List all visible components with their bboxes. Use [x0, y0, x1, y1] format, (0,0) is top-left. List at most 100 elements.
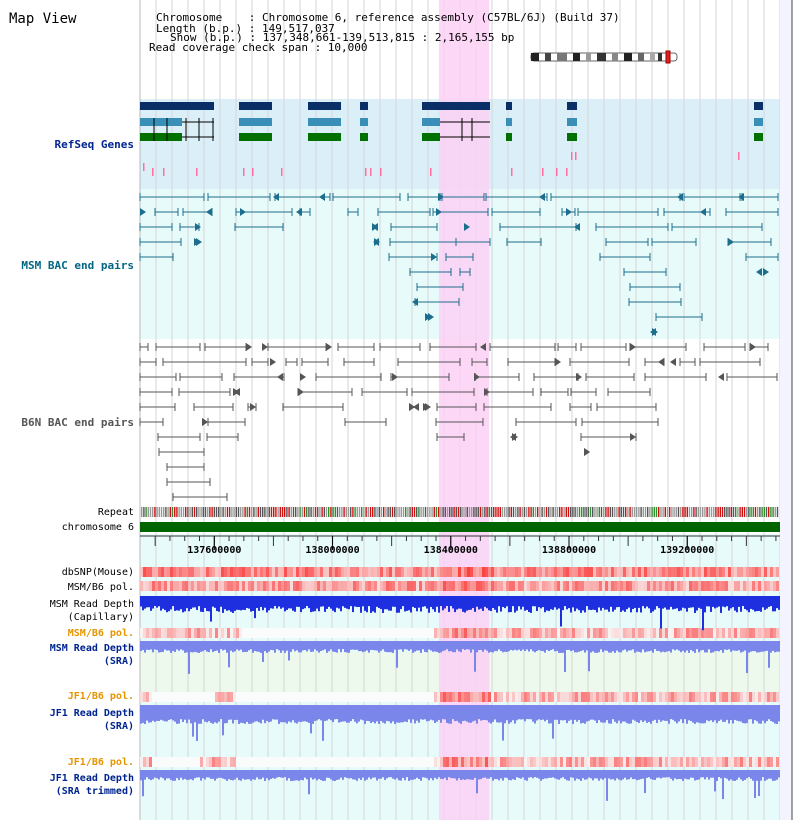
jf1-read-depth-trimmed-bar — [622, 770, 624, 780]
msm-read-depth-sra-bar — [322, 641, 324, 651]
jf1-b6-pol-heat — [221, 692, 224, 702]
msm-b6-pol2-heat — [179, 628, 182, 638]
msm-read-depth-sra-bar — [558, 641, 560, 653]
jf1-b6-pol2-heat — [614, 757, 617, 767]
repeat-mark — [499, 507, 501, 517]
dbsnp-heat — [248, 567, 251, 577]
gene-exon — [506, 133, 512, 141]
jf1-read-depth-sra-bar — [314, 705, 316, 722]
msm-read-depth-sra-bar — [212, 641, 214, 653]
repeat-mark — [286, 507, 288, 517]
jf1-read-depth-trimmed-bar — [636, 770, 638, 781]
jf1-read-depth-sra-bar — [346, 705, 348, 723]
msm-read-depth-sra-bar — [646, 641, 648, 652]
repeat-mark — [189, 507, 191, 517]
dbsnp-heat — [668, 567, 671, 577]
label-msm-read-depth-cap-sub: (Capillary) — [68, 612, 134, 623]
msm-read-depth-capillary-bar — [766, 596, 768, 609]
msm-read-depth-sra-bar — [394, 641, 396, 650]
msm-b6-pol2-heat — [335, 628, 338, 638]
repeat-mark — [475, 507, 477, 517]
jf1-b6-pol2-heat — [608, 757, 611, 767]
msm-read-depth-sra-bar — [264, 641, 266, 652]
msm-read-depth-sra-bar — [746, 641, 748, 674]
msm-read-depth-sra-bar — [298, 641, 300, 653]
jf1-read-depth-trimmed-bar — [448, 770, 450, 778]
jf1-read-depth-trimmed-bar — [710, 770, 712, 778]
tracks — [139, 102, 780, 801]
msm-read-depth-sra-bar — [150, 641, 152, 650]
chromosome-ideogram[interactable] — [530, 50, 678, 64]
msm-b6-pol2-heat — [347, 628, 350, 638]
ruler-tick-label: 137600000 — [187, 545, 241, 556]
msm-read-depth-sra-bar — [346, 641, 348, 653]
jf1-b6-pol-heat — [434, 692, 437, 702]
repeat-mark — [231, 507, 233, 517]
jf1-b6-pol2-heat — [200, 757, 203, 767]
jf1-read-depth-sra-bar — [472, 705, 474, 722]
jf1-b6-pol2-heat — [677, 757, 680, 767]
msm-read-depth-capillary-bar — [146, 596, 148, 608]
jf1-read-depth-sra-bar — [484, 705, 486, 720]
jf1-b6-pol-heat — [311, 692, 314, 702]
jf1-b6-pol2-heat — [398, 757, 401, 767]
msm-b6-pol2-heat — [152, 628, 155, 638]
jf1-b6-pol-heat — [362, 692, 365, 702]
repeat-mark — [317, 507, 319, 517]
b6n-bac-end — [510, 433, 516, 441]
msm-bac-end — [464, 223, 470, 231]
jf1-read-depth-sra-bar — [728, 705, 730, 724]
msm-read-depth-sra-bar — [682, 641, 684, 651]
jf1-b6-pol-heat — [437, 692, 440, 702]
repeat-mark — [592, 507, 594, 517]
msm-read-depth-sra-bar — [704, 641, 706, 653]
repeat-mark — [310, 507, 312, 517]
jf1-read-depth-trimmed-bar — [144, 770, 146, 780]
msm-read-depth-capillary-bar — [572, 596, 574, 608]
dbsnp-heat — [497, 567, 500, 577]
msm-b6-pol2-heat — [218, 628, 221, 638]
msm-b6-pol2-heat — [734, 628, 737, 638]
repeat-mark — [182, 507, 185, 517]
dbsnp-heat — [476, 567, 479, 577]
jf1-read-depth-trimmed-bar — [222, 770, 224, 779]
msm-b6-pol2-heat — [380, 628, 383, 638]
msm-read-depth-capillary-bar — [570, 596, 572, 613]
msm-read-depth-capillary-bar — [198, 596, 200, 607]
msm-read-depth-capillary-bar — [406, 596, 408, 611]
jf1-b6-pol2-heat — [557, 757, 560, 767]
jf1-read-depth-trimmed-bar — [774, 770, 776, 781]
msm-b6-pol2-heat — [662, 628, 665, 638]
jf1-read-depth-sra-bar — [542, 705, 544, 720]
jf1-read-depth-sra-bar — [488, 705, 490, 723]
jf1-read-depth-trimmed-bar — [512, 770, 514, 780]
msm-b6-pol2-heat — [506, 628, 509, 638]
jf1-read-depth-trimmed-bar — [748, 770, 750, 778]
jf1-read-depth-trimmed-bar — [392, 770, 394, 779]
msm-read-depth-capillary-bar — [490, 596, 492, 612]
jf1-read-depth-sra-bar — [656, 705, 658, 724]
jf1-read-depth-trimmed-bar — [454, 770, 456, 779]
msm-b6-pol2-heat — [269, 628, 272, 638]
jf1-read-depth-trimmed-bar — [406, 770, 408, 778]
scrollbar-track[interactable] — [780, 0, 792, 820]
msm-read-depth-sra-bar — [210, 641, 212, 650]
repeat-mark — [772, 507, 774, 517]
msm-read-depth-sra-bar — [162, 641, 164, 652]
msm-b6-pol-heat — [326, 581, 329, 591]
jf1-read-depth-sra-bar — [248, 705, 250, 724]
msm-bac-end — [566, 208, 572, 216]
msm-read-depth-sra-bar — [390, 641, 392, 653]
msm-bac-end — [373, 238, 379, 246]
dbsnp-heat — [767, 567, 770, 577]
msm-b6-pol2-heat — [659, 628, 662, 638]
jf1-read-depth-sra-bar — [560, 705, 562, 721]
msm-read-depth-sra-bar — [488, 641, 490, 653]
jf1-b6-pol-heat — [773, 692, 776, 702]
jf1-b6-pol2-heat — [260, 757, 263, 767]
jf1-read-depth-trimmed-bar — [312, 770, 314, 780]
msm-b6-pol-heat — [290, 581, 293, 591]
repeat-mark — [427, 507, 429, 517]
msm-read-depth-sra-bar — [198, 641, 200, 653]
repeat-mark — [675, 507, 677, 517]
